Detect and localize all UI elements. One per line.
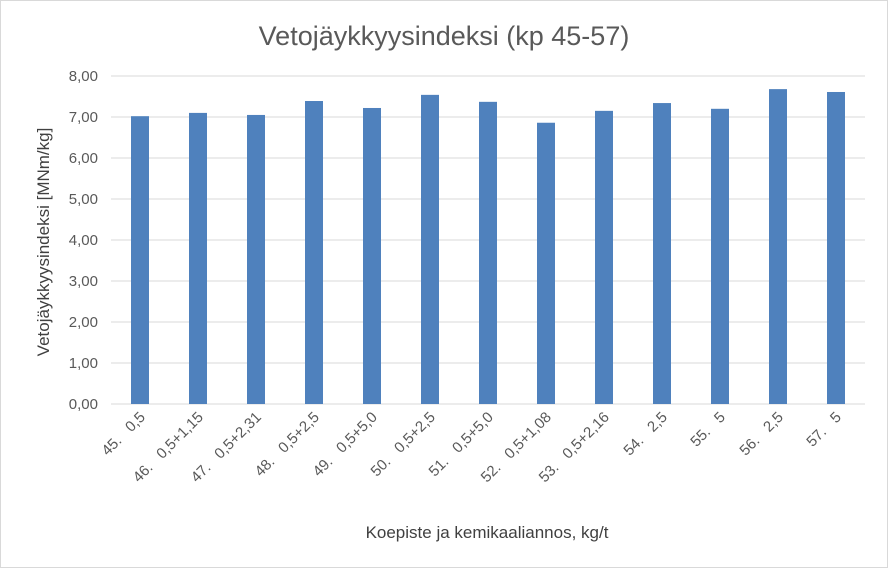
bar [421,94,439,405]
x-tick-label: 57. 5 [803,409,845,451]
bar [711,108,729,405]
y-tick-label: 6,00 [69,150,98,167]
y-tick-label: 1,00 [69,355,98,372]
y-tick-label: 4,00 [69,232,98,249]
bars [131,89,845,405]
bar [131,116,149,405]
x-axis-title: Koepiste ja kemikaaliannos, kg/t [366,523,609,542]
bar [653,103,671,404]
x-tick-label: 55. 5 [687,409,729,451]
y-tick-label: 7,00 [69,109,98,126]
x-tick-label: 56. 2,5 [736,409,786,459]
bar [537,122,555,405]
y-tick-label: 5,00 [69,191,98,208]
x-tick-label: 54. 2,5 [620,409,670,459]
y-tick-label: 0,00 [69,396,98,413]
y-axis-title: Vetojäykkyysindeksi [MNm/kg] [34,128,53,357]
bar [189,112,207,405]
x-tick-label: 45. 0,5 [98,409,148,459]
bar [247,114,265,404]
y-axis-ticks: 0,00 1,00 2,00 3,00 4,00 5,00 6,00 7,00 8,00 [69,68,98,413]
y-tick-label: 8,00 [69,68,98,85]
bar [595,110,613,404]
bar [827,91,845,405]
y-tick-label: 3,00 [69,273,98,290]
bar [305,101,323,404]
bar [769,89,787,405]
y-tick-label: 2,00 [69,314,98,331]
chart-title: Vetojäykkyysindeksi (kp 45-57) [259,21,630,51]
bar [479,101,497,404]
bar [363,107,381,404]
